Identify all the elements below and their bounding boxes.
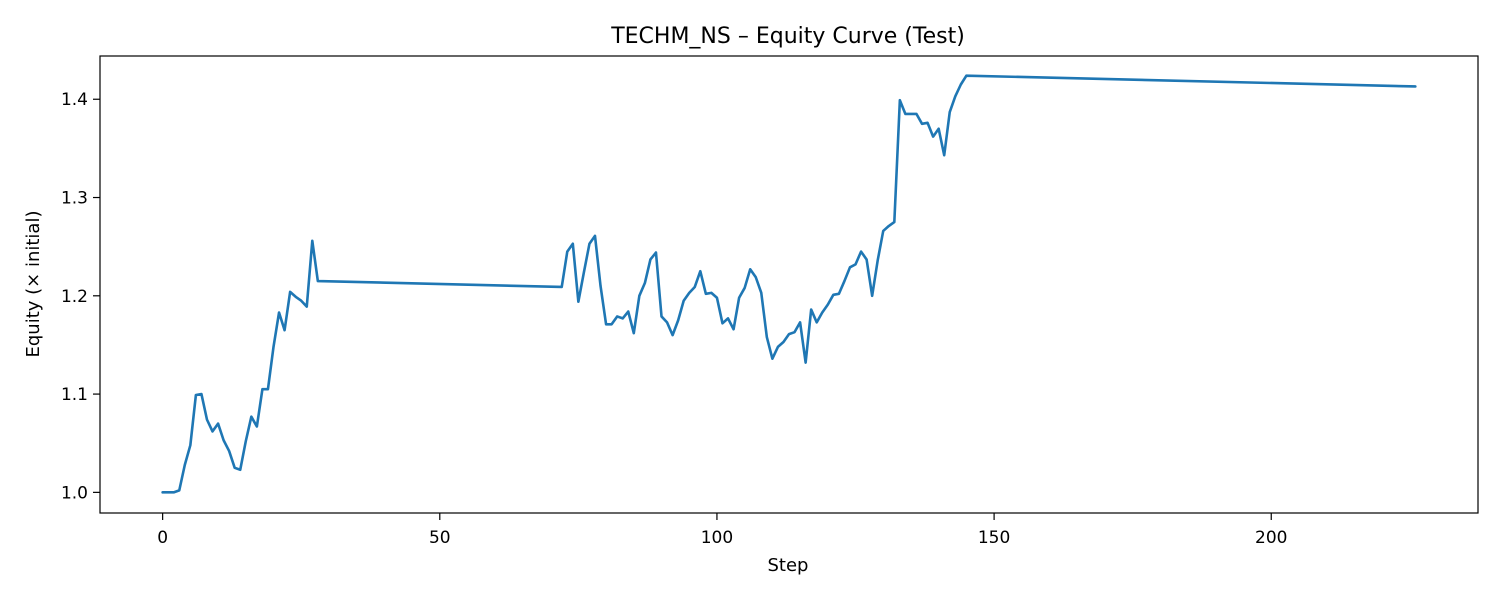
y-tick-label: 1.3: [61, 189, 88, 209]
axis-ticks: 0 50 100 150 200 1.0 1.1 1.2 1.3 1.4: [61, 90, 1288, 548]
y-tick-label: 1.2: [61, 287, 88, 307]
x-axis-label: Step: [768, 555, 809, 576]
x-tick-label: 200: [1255, 528, 1287, 548]
chart-title: TECHM_NS – Equity Curve (Test): [610, 24, 965, 49]
x-tick-label: 150: [978, 528, 1010, 548]
equity-series-line: [161, 74, 1417, 494]
y-tick-label: 1.0: [61, 483, 88, 503]
plot-series: [161, 74, 1417, 494]
y-tick-label: 1.4: [61, 90, 88, 110]
y-axis-label: Equity (× initial): [23, 211, 44, 358]
x-tick-label: 100: [701, 528, 733, 548]
x-tick-label: 50: [429, 528, 451, 548]
x-tick-label: 0: [157, 528, 168, 548]
y-tick-label: 1.1: [61, 385, 88, 405]
plot-frame: [99, 55, 1479, 514]
